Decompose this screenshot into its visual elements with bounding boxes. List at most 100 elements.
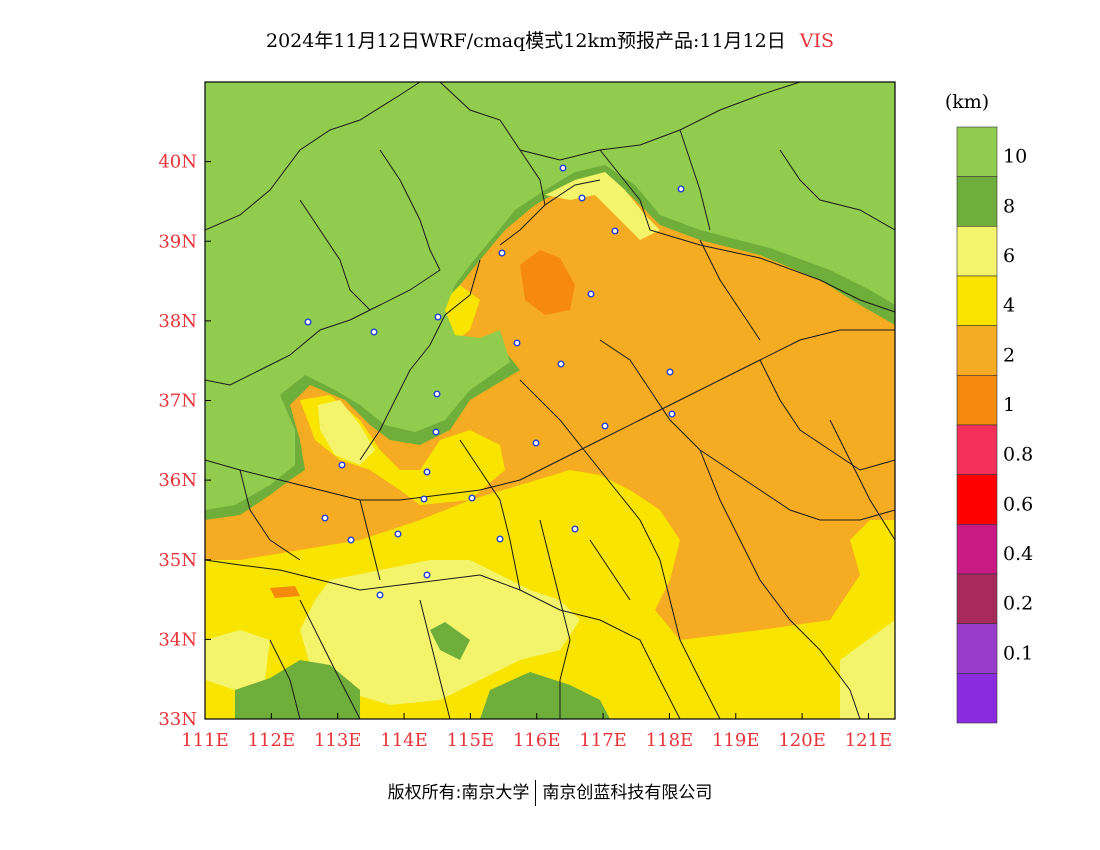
legend-label: 0.2 bbox=[1003, 593, 1033, 615]
legend-swatch bbox=[956, 474, 998, 525]
station-marker-icon bbox=[532, 439, 540, 447]
boundary-line bbox=[829, 419, 895, 541]
footer-company: 南京创蓝科技有限公司 bbox=[542, 783, 713, 803]
legend-label: 10 bbox=[1003, 146, 1027, 168]
boundary-line bbox=[359, 499, 381, 581]
boundary-line bbox=[519, 379, 641, 521]
station-marker-icon bbox=[668, 410, 676, 418]
station-marker-icon bbox=[434, 313, 442, 321]
vis-zone-gt10km bbox=[205, 82, 895, 510]
lat-tick-label: 33N bbox=[158, 709, 197, 730]
station-marker-icon bbox=[423, 571, 431, 579]
boundary-line bbox=[359, 259, 481, 461]
page-title: 2024年11月12日WRF/cmaq模式12km预报产品:11月12日 VIS bbox=[0, 26, 1100, 53]
footer-copyright: 版权所有:南京大学 bbox=[387, 783, 530, 803]
station-marker-icon bbox=[496, 535, 504, 543]
legend-label: 0.8 bbox=[1003, 444, 1033, 466]
legend-swatch bbox=[956, 375, 998, 426]
lon-tick-label: 120E bbox=[778, 730, 826, 751]
boundary-line bbox=[519, 149, 546, 206]
legend-swatch bbox=[956, 176, 998, 227]
legend-label: 6 bbox=[1003, 245, 1015, 267]
station-marker-icon bbox=[376, 591, 384, 599]
station-marker-icon bbox=[587, 290, 595, 298]
boundary-line bbox=[239, 469, 301, 561]
vis-zone-6-8km-3 bbox=[840, 620, 895, 719]
lon-tick-label: 111E bbox=[181, 730, 229, 751]
legend-label: 4 bbox=[1003, 295, 1015, 317]
legend-label: 1 bbox=[1003, 394, 1015, 416]
legend-swatch bbox=[956, 573, 998, 624]
station-marker-icon bbox=[559, 164, 567, 172]
station-marker-icon bbox=[571, 525, 579, 533]
lat-tick-label: 34N bbox=[158, 629, 197, 650]
vis-zone-8-10km-south-3 bbox=[430, 622, 470, 660]
station-marker-icon bbox=[601, 422, 609, 430]
legend-label: 0.6 bbox=[1003, 493, 1033, 515]
legend-swatch bbox=[956, 275, 998, 326]
boundary-line bbox=[759, 359, 895, 471]
lon-tick-label: 112E bbox=[248, 730, 296, 751]
lat-tick-label: 39N bbox=[158, 231, 197, 252]
lat-tick-label: 37N bbox=[158, 391, 197, 412]
legend-swatch bbox=[956, 623, 998, 674]
boundary-line bbox=[419, 599, 451, 719]
title-variable: VIS bbox=[799, 30, 834, 52]
boundary-line bbox=[679, 129, 711, 231]
lon-tick-label: 115E bbox=[447, 730, 495, 751]
boundary-line bbox=[599, 339, 895, 521]
legend-unit: (km) bbox=[945, 91, 989, 113]
legend-label: 2 bbox=[1003, 344, 1015, 366]
station-marker-icon bbox=[370, 328, 378, 336]
lon-tick-label: 114E bbox=[380, 730, 428, 751]
title-main: 2024年11月12日WRF/cmaq模式12km预报产品:11月12日 bbox=[266, 30, 786, 52]
boundary-line bbox=[299, 199, 371, 311]
lon-tick-label: 121E bbox=[845, 730, 893, 751]
boundary-line bbox=[205, 269, 441, 386]
station-marker-icon bbox=[432, 428, 440, 436]
boundary-line bbox=[459, 439, 521, 591]
boundary-line bbox=[205, 82, 421, 231]
boundary-line bbox=[599, 149, 895, 313]
boundary-line bbox=[205, 559, 481, 591]
vis-zone-1-2km-2 bbox=[270, 586, 300, 598]
legend-swatch bbox=[956, 226, 998, 277]
station-markers bbox=[304, 164, 685, 599]
station-marker-icon bbox=[611, 227, 619, 235]
legend-label: 8 bbox=[1003, 195, 1015, 217]
admin-boundaries bbox=[205, 82, 895, 719]
station-marker-icon bbox=[338, 461, 346, 469]
station-marker-icon bbox=[423, 468, 431, 476]
legend-label: 0.4 bbox=[1003, 543, 1033, 565]
station-marker-icon bbox=[557, 360, 565, 368]
boundary-line bbox=[699, 239, 761, 341]
footer-separator bbox=[535, 780, 537, 806]
latitude-axis: 40N 39N 38N 37N 36N 35N 34N 33N bbox=[158, 152, 211, 730]
vis-zone-8-10km-south bbox=[235, 660, 360, 719]
legend-swatch bbox=[956, 126, 998, 177]
station-marker-icon bbox=[347, 536, 355, 544]
station-marker-icon bbox=[578, 194, 586, 202]
vis-zone-8-10km-south-2 bbox=[480, 672, 610, 719]
lat-tick-label: 38N bbox=[158, 311, 197, 332]
legend-swatch bbox=[956, 325, 998, 376]
station-marker-icon bbox=[468, 494, 476, 502]
station-marker-icon bbox=[498, 249, 506, 257]
boundary-line bbox=[299, 599, 361, 719]
station-marker-icon bbox=[513, 339, 521, 347]
lat-tick-label: 40N bbox=[158, 152, 197, 173]
footer: 版权所有:南京大学 南京创蓝科技有限公司 bbox=[0, 778, 1100, 806]
lon-tick-label: 119E bbox=[712, 730, 760, 751]
boundary-line bbox=[639, 519, 721, 719]
station-marker-icon bbox=[666, 368, 674, 376]
legend-colorbar: (km) 10 8 6 4 2 1 0.8 0.6 0.4 0.2 0.1 bbox=[945, 91, 1033, 724]
lon-tick-label: 113E bbox=[314, 730, 362, 751]
legend-swatch bbox=[956, 524, 998, 575]
boundary-line bbox=[379, 149, 441, 271]
longitude-axis: 111E 112E 113E 114E 115E 116E 117E 118E 119E 120E… bbox=[181, 713, 892, 751]
vis-zone-1-2km bbox=[520, 250, 575, 315]
legend-swatch bbox=[956, 673, 998, 724]
vis-zone-6-8km-4 bbox=[205, 630, 270, 690]
vis-zone-6-8km-2 bbox=[318, 400, 375, 465]
boundary-line bbox=[539, 519, 571, 719]
